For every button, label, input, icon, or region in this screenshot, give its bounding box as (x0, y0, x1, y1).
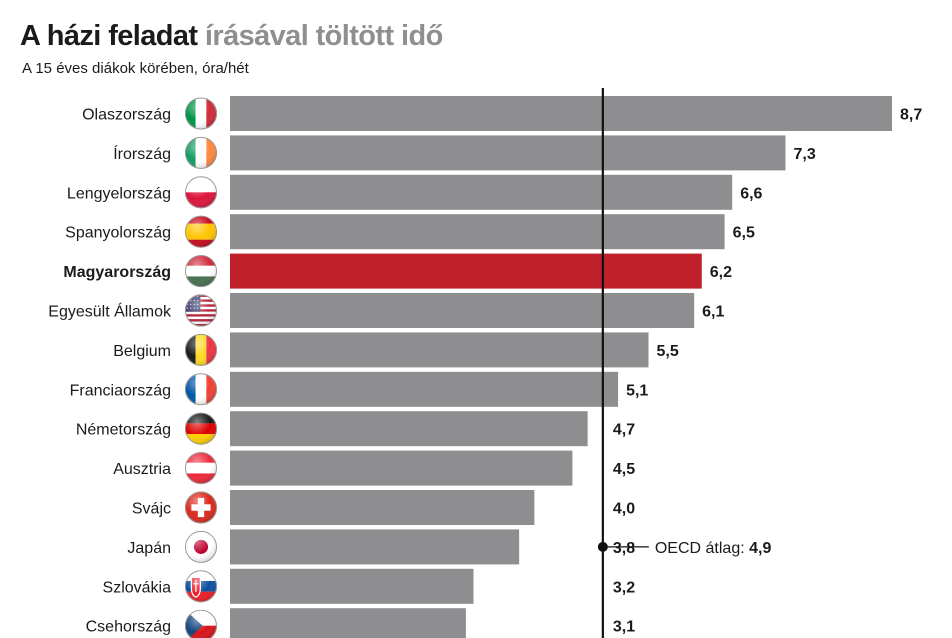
category-label: Írország (113, 144, 171, 163)
value-label: 6,5 (733, 225, 755, 242)
category-label: Spanyolország (65, 225, 171, 242)
category-label: Németország (76, 422, 171, 439)
category-label: Olaszország (82, 107, 171, 124)
bar-11 (230, 529, 520, 565)
bar-10 (230, 490, 535, 525)
bar-0 (230, 96, 892, 131)
bar-6 (230, 332, 649, 368)
germany-flag-icon (184, 412, 218, 445)
spain-flag-icon (184, 215, 218, 248)
category-label: Belgium (113, 343, 171, 360)
japan-flag-icon (184, 530, 218, 563)
chart-title: A házi feladat írásával töltött idő (20, 18, 443, 54)
czech-flag-icon (185, 609, 217, 638)
category-label: Lengyelország (67, 185, 171, 202)
poland-flag-icon (184, 176, 218, 209)
italy-flag-icon (184, 97, 218, 130)
value-label: 8,7 (900, 107, 922, 124)
title-part-3: írásával töltött idő (197, 20, 443, 52)
belgium-flag-icon (184, 333, 218, 366)
bar-12 (230, 568, 474, 604)
category-label: Japán (127, 540, 171, 557)
value-label: 6,1 (702, 304, 724, 321)
bar-9 (230, 450, 573, 486)
bar-13 (230, 608, 466, 638)
value-label: 7,3 (793, 146, 815, 163)
value-label: 4,0 (613, 501, 635, 518)
bars-layer (230, 96, 892, 638)
category-label: Szlovákia (103, 579, 172, 596)
bar-3 (230, 214, 725, 250)
bar-5 (230, 293, 695, 328)
category-label: Ausztria (113, 461, 171, 478)
value-label: 6,6 (740, 185, 762, 202)
category-label: Egyesült Államok (48, 302, 172, 321)
value-label: 5,5 (657, 343, 679, 360)
title-part-1: A (20, 20, 47, 52)
chart-subtitle: A 15 éves diákok körében, óra/hét (22, 60, 249, 77)
bar-1 (230, 135, 786, 171)
oecd-reference-layer (597, 88, 649, 638)
category-label: Franciaország (70, 382, 171, 399)
usa-flag-icon (184, 294, 218, 327)
value-label: 6,2 (710, 264, 732, 281)
oecd-label-value: 4,9 (749, 540, 771, 557)
value-label: 4,5 (613, 461, 635, 478)
value-label: 5,1 (626, 382, 648, 399)
value-label: 4,7 (613, 422, 635, 439)
bar-2 (230, 174, 733, 210)
value-label: 3,1 (613, 619, 635, 636)
value-label: 3,2 (613, 579, 635, 596)
bar-7 (230, 371, 619, 407)
austria-flag-icon (184, 452, 218, 485)
bar-8 (230, 411, 588, 447)
slovakia-flag-icon (184, 570, 218, 603)
bar-4 (230, 253, 702, 289)
category-label: Magyarország (63, 264, 171, 281)
labels-layer: Olaszország 8,7 Írország 7,3 Lengyelország 6,… (48, 97, 922, 638)
switzerland-flag-icon (184, 491, 218, 524)
value-label: 3,8 (613, 540, 635, 557)
oecd-label-text: OECD átlag: (655, 540, 749, 557)
category-label: Svájc (132, 501, 171, 518)
france-flag-icon (184, 373, 218, 406)
category-label: Csehország (86, 619, 171, 636)
oecd-average-label: OECD átlag: 4,9 (655, 540, 772, 557)
ireland-flag-icon (184, 136, 218, 169)
title-part-2: házi feladat (46, 20, 198, 52)
hungary-flag-icon (184, 255, 218, 288)
